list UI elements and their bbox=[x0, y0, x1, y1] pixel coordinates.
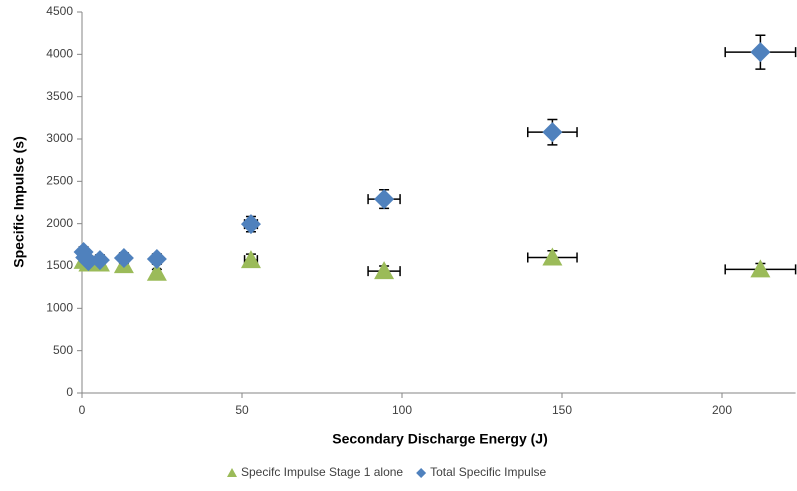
x-tick-label: 200 bbox=[712, 403, 732, 417]
x-tick-label: 50 bbox=[235, 403, 249, 417]
y-tick-label: 2500 bbox=[46, 174, 73, 188]
point bbox=[146, 262, 167, 281]
point bbox=[750, 259, 771, 278]
x-tick-label: 150 bbox=[552, 403, 572, 417]
x-axis-title: Secondary Discharge Energy (J) bbox=[332, 431, 548, 447]
y-tick-label: 3000 bbox=[46, 131, 73, 145]
x-tick-label: 0 bbox=[79, 403, 86, 417]
y-tick-label: 1500 bbox=[46, 258, 73, 272]
point bbox=[240, 214, 261, 235]
point bbox=[542, 247, 563, 266]
legend-marker bbox=[416, 468, 427, 478]
point bbox=[146, 249, 167, 270]
point bbox=[374, 189, 395, 210]
point bbox=[240, 250, 261, 269]
x-tick-label: 100 bbox=[392, 403, 412, 417]
y-tick-label: 0 bbox=[66, 385, 73, 399]
point bbox=[374, 261, 395, 280]
y-tick-label: 3500 bbox=[46, 89, 73, 103]
point bbox=[542, 122, 563, 143]
y-tick-label: 4000 bbox=[46, 47, 73, 61]
point bbox=[113, 248, 134, 269]
point bbox=[89, 250, 110, 271]
point bbox=[750, 42, 771, 63]
legend-label: Total Specific Impulse bbox=[430, 465, 546, 479]
legend-label: Specifc Impulse Stage 1 alone bbox=[241, 465, 403, 479]
y-tick-label: 500 bbox=[53, 343, 73, 357]
point bbox=[78, 251, 99, 272]
y-axis-title: Specific Impulse (s) bbox=[11, 136, 27, 267]
y-tick-label: 1000 bbox=[46, 301, 73, 315]
legend-marker bbox=[227, 468, 237, 477]
y-tick-label: 4500 bbox=[46, 4, 73, 18]
y-tick-label: 2000 bbox=[46, 216, 73, 230]
